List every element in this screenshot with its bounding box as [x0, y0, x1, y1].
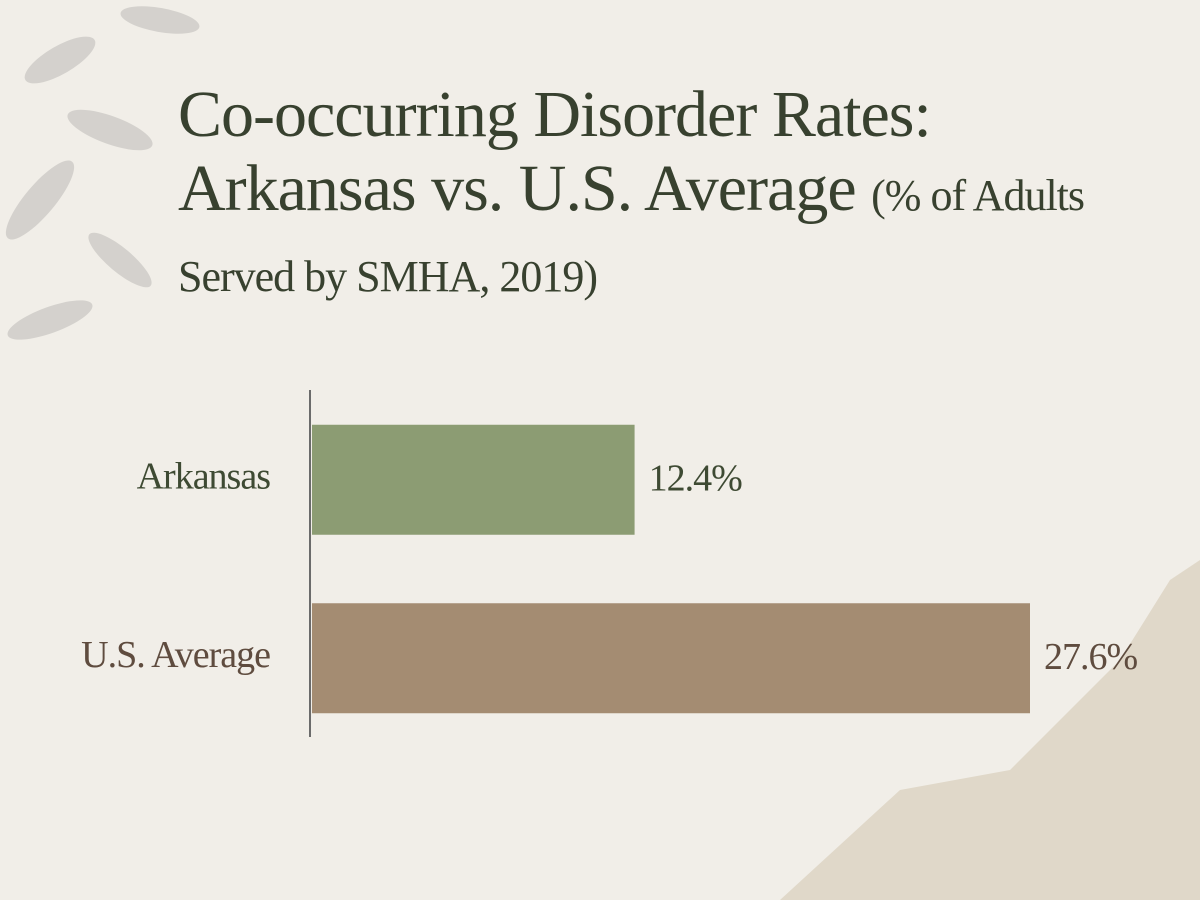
value-label: 27.6% — [1044, 636, 1138, 678]
chart-subtitle: (% of Adults Served by SMHA, 2019) — [178, 171, 1085, 301]
bar — [312, 424, 635, 535]
bar — [312, 603, 1030, 714]
chart-title-block: Co-occurring Disorder Rates: Arkansas vs… — [178, 78, 1098, 314]
leaf-decoration — [5, 6, 200, 340]
chart-title: Co-occurring Disorder Rates: Arkansas vs… — [178, 78, 932, 225]
y-tick-label: U.S. Average — [81, 634, 270, 676]
y-tick-label: Arkansas — [137, 455, 271, 497]
value-label: 12.4% — [649, 457, 743, 499]
fabric-decoration — [780, 560, 1200, 900]
